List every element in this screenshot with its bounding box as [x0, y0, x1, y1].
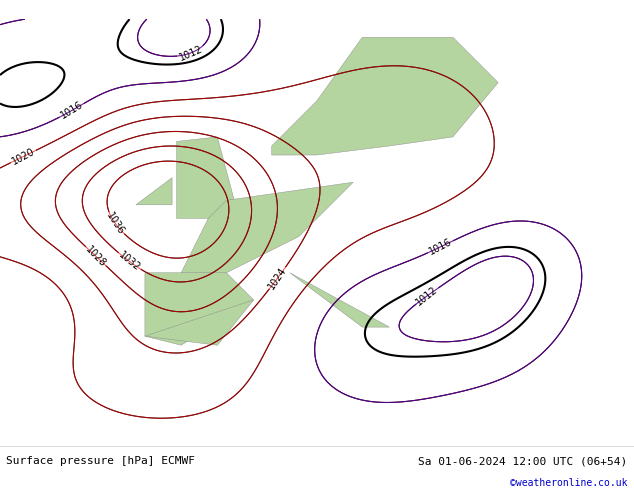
Text: Sa 01-06-2024 12:00 UTC (06+54): Sa 01-06-2024 12:00 UTC (06+54) — [418, 456, 628, 466]
Polygon shape — [145, 300, 254, 345]
Polygon shape — [290, 273, 389, 327]
Text: 1024: 1024 — [266, 265, 288, 291]
Text: 1020: 1020 — [10, 147, 37, 167]
Text: 1012: 1012 — [178, 44, 204, 62]
Text: 1016: 1016 — [59, 100, 85, 121]
Text: 1012: 1012 — [415, 284, 440, 307]
Text: ©weatheronline.co.uk: ©weatheronline.co.uk — [510, 478, 628, 489]
Text: 1028: 1028 — [84, 244, 108, 269]
Polygon shape — [145, 273, 254, 345]
Polygon shape — [272, 37, 498, 155]
Polygon shape — [136, 178, 172, 205]
Polygon shape — [181, 182, 353, 273]
Polygon shape — [177, 137, 235, 219]
Text: 1036: 1036 — [105, 211, 126, 237]
Text: 1016: 1016 — [427, 237, 454, 257]
Text: Surface pressure [hPa] ECMWF: Surface pressure [hPa] ECMWF — [6, 456, 195, 466]
Text: 1032: 1032 — [117, 250, 142, 273]
